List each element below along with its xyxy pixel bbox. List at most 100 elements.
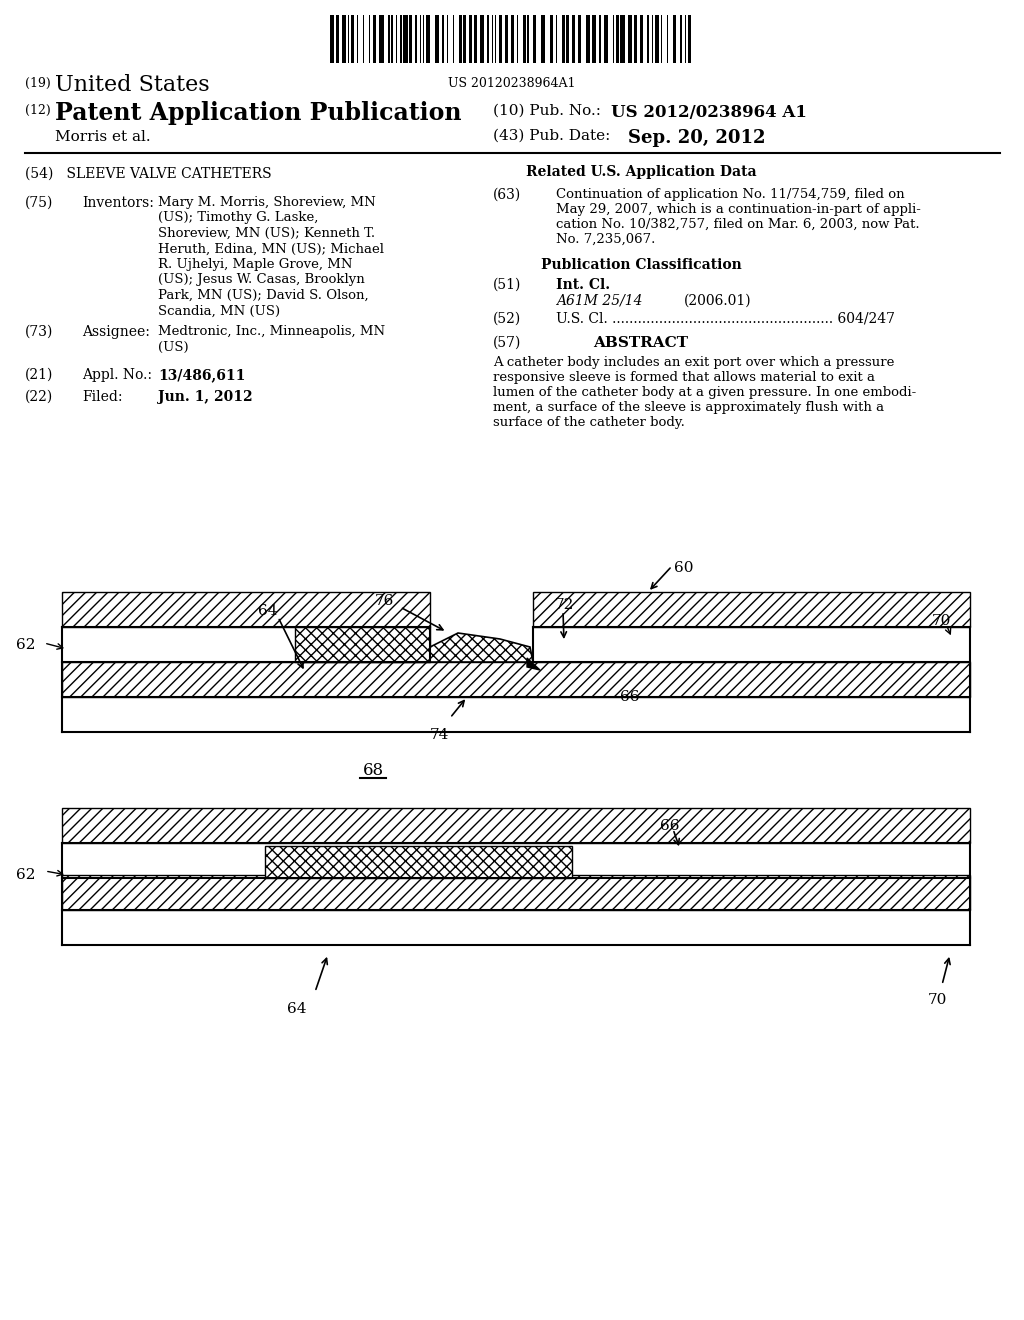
Text: Patent Application Publication: Patent Application Publication xyxy=(55,102,462,125)
Bar xyxy=(369,15,371,63)
Text: 68: 68 xyxy=(362,762,384,779)
Text: ABSTRACT: ABSTRACT xyxy=(594,337,688,350)
Bar xyxy=(357,15,358,63)
Bar xyxy=(572,15,575,63)
Text: ment, a surface of the sleeve is approximately flush with a: ment, a surface of the sleeve is approxi… xyxy=(493,401,884,414)
Text: 64: 64 xyxy=(287,1002,306,1016)
Text: (US); Timothy G. Laske,: (US); Timothy G. Laske, xyxy=(158,211,318,224)
Bar xyxy=(459,15,462,63)
Text: R. Ujhelyi, Maple Grove, MN: R. Ujhelyi, Maple Grove, MN xyxy=(158,257,352,271)
Text: 66: 66 xyxy=(660,818,680,833)
Text: A catheter body includes an exit port over which a pressure: A catheter body includes an exit port ov… xyxy=(493,356,894,370)
Bar xyxy=(474,15,476,63)
Bar xyxy=(592,15,596,63)
Text: A61M 25/14: A61M 25/14 xyxy=(556,294,642,308)
Text: May 29, 2007, which is a continuation-in-part of appli-: May 29, 2007, which is a continuation-in… xyxy=(556,203,921,216)
Bar xyxy=(62,663,970,697)
Bar xyxy=(362,15,365,63)
Bar xyxy=(579,15,582,63)
Text: lumen of the catheter body at a given pressure. In one embodi-: lumen of the catheter body at a given pr… xyxy=(493,385,916,399)
Bar xyxy=(463,15,466,63)
Text: Related U.S. Application Data: Related U.S. Application Data xyxy=(525,165,757,180)
Bar xyxy=(647,15,648,63)
Text: (73): (73) xyxy=(25,325,53,339)
Bar xyxy=(541,15,546,63)
Text: Int. Cl.: Int. Cl. xyxy=(556,279,610,292)
Bar xyxy=(396,15,397,63)
Text: (21): (21) xyxy=(25,368,53,381)
Bar xyxy=(628,15,632,63)
Text: 76: 76 xyxy=(375,594,394,609)
Bar xyxy=(599,15,601,63)
Text: Medtronic, Inc., Minneapolis, MN: Medtronic, Inc., Minneapolis, MN xyxy=(158,325,385,338)
Bar xyxy=(640,15,643,63)
Text: Heruth, Edina, MN (US); Michael: Heruth, Edina, MN (US); Michael xyxy=(158,243,384,256)
Text: Appl. No.:: Appl. No.: xyxy=(82,368,152,381)
Text: Shoreview, MN (US); Kenneth T.: Shoreview, MN (US); Kenneth T. xyxy=(158,227,375,240)
Text: Park, MN (US); David S. Olson,: Park, MN (US); David S. Olson, xyxy=(158,289,369,302)
Bar xyxy=(435,15,439,63)
Bar xyxy=(566,15,569,63)
Bar xyxy=(295,627,430,663)
Bar xyxy=(62,875,970,909)
Bar xyxy=(680,15,682,63)
Text: (54)   SLEEVE VALVE CATHETERS: (54) SLEEVE VALVE CATHETERS xyxy=(25,168,271,181)
Bar xyxy=(379,15,384,63)
Text: (2006.01): (2006.01) xyxy=(684,294,752,308)
Bar xyxy=(446,15,449,63)
Text: 72: 72 xyxy=(555,598,574,612)
Text: 60: 60 xyxy=(674,561,693,576)
Text: No. 7,235,067.: No. 7,235,067. xyxy=(556,234,655,246)
Text: 66: 66 xyxy=(620,690,640,704)
Text: responsive sleeve is formed that allows material to exit a: responsive sleeve is formed that allows … xyxy=(493,371,874,384)
Bar xyxy=(634,15,637,63)
Bar xyxy=(442,15,443,63)
Bar xyxy=(487,15,488,63)
Bar xyxy=(348,15,349,63)
Bar xyxy=(351,15,354,63)
Bar xyxy=(684,15,686,63)
Bar xyxy=(586,15,590,63)
Bar xyxy=(374,15,377,63)
Text: Filed:: Filed: xyxy=(82,389,123,404)
Polygon shape xyxy=(430,634,534,663)
Bar xyxy=(330,15,335,63)
Text: Jun. 1, 2012: Jun. 1, 2012 xyxy=(158,389,253,404)
Text: Inventors:: Inventors: xyxy=(82,195,154,210)
Text: (12): (12) xyxy=(25,104,51,117)
Text: (19): (19) xyxy=(25,77,51,90)
Text: (63): (63) xyxy=(493,187,521,202)
Bar xyxy=(426,15,430,63)
Text: cation No. 10/382,757, filed on Mar. 6, 2003, now Pat.: cation No. 10/382,757, filed on Mar. 6, … xyxy=(556,218,920,231)
Bar xyxy=(342,15,346,63)
Text: (51): (51) xyxy=(493,279,521,292)
Text: Assignee:: Assignee: xyxy=(82,325,150,339)
Bar xyxy=(469,15,472,63)
Bar xyxy=(62,808,970,843)
Text: 64: 64 xyxy=(258,605,278,618)
Text: (US): (US) xyxy=(158,341,188,354)
Bar xyxy=(492,15,493,63)
Bar xyxy=(673,15,676,63)
Bar xyxy=(62,591,430,627)
Bar xyxy=(550,15,553,63)
Bar xyxy=(495,15,496,63)
Bar xyxy=(556,15,557,63)
Text: 62: 62 xyxy=(16,638,36,652)
Bar xyxy=(400,15,401,63)
Bar xyxy=(453,15,455,63)
Bar xyxy=(265,846,572,878)
Bar xyxy=(534,15,537,63)
Bar xyxy=(604,15,608,63)
Bar xyxy=(410,15,413,63)
Text: 70: 70 xyxy=(932,614,951,628)
Bar xyxy=(420,15,421,63)
Text: (US); Jesus W. Casas, Brooklyn: (US); Jesus W. Casas, Brooklyn xyxy=(158,273,365,286)
Text: Morris et al.: Morris et al. xyxy=(55,129,151,144)
Text: (43) Pub. Date:: (43) Pub. Date: xyxy=(493,129,610,143)
Bar xyxy=(403,15,408,63)
Bar xyxy=(612,15,614,63)
Text: (22): (22) xyxy=(25,389,53,404)
Text: Sep. 20, 2012: Sep. 20, 2012 xyxy=(628,129,766,147)
Bar xyxy=(534,591,970,627)
